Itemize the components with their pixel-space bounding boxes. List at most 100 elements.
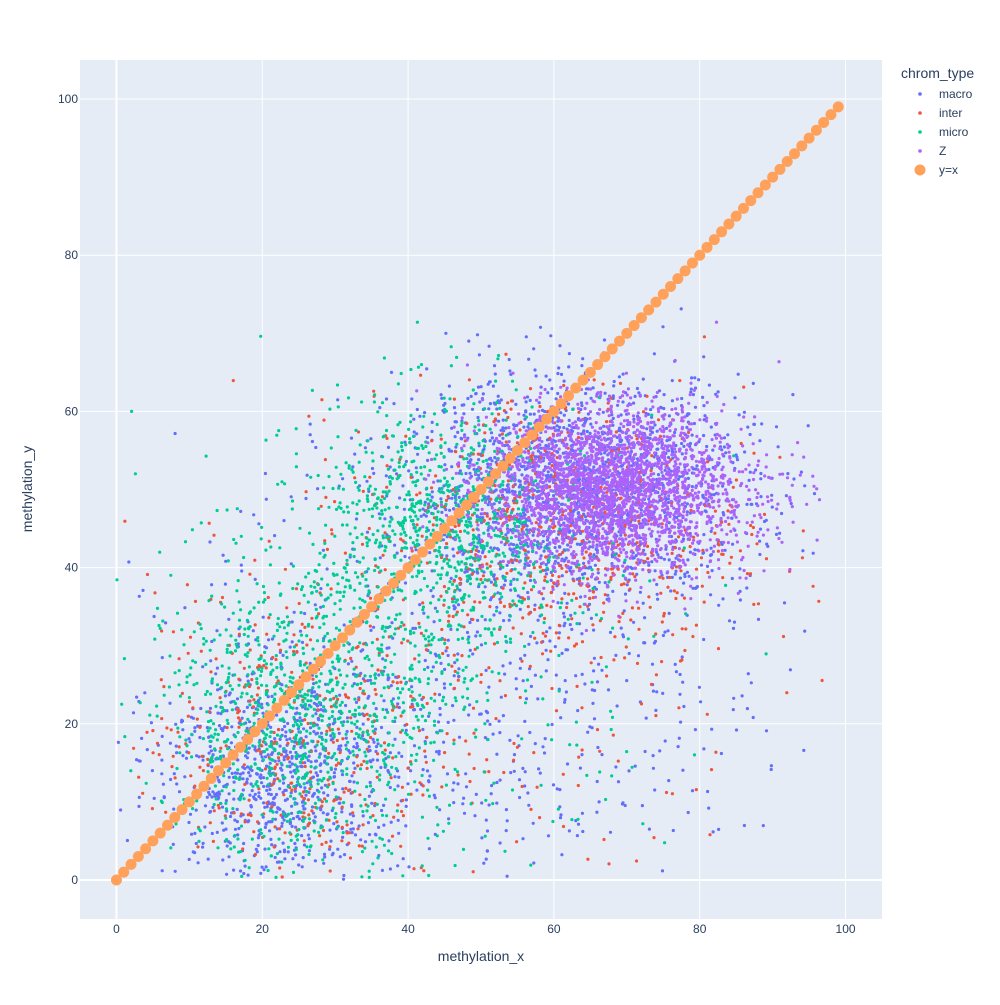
data-point bbox=[363, 679, 366, 682]
data-point bbox=[188, 858, 191, 861]
data-point bbox=[538, 401, 541, 404]
data-point bbox=[691, 587, 694, 590]
data-point bbox=[548, 626, 551, 629]
data-point bbox=[193, 832, 196, 835]
data-point bbox=[505, 572, 508, 575]
data-point bbox=[338, 747, 341, 750]
data-point bbox=[274, 856, 277, 859]
data-point bbox=[574, 674, 577, 677]
data-point bbox=[230, 741, 233, 744]
data-point bbox=[376, 638, 379, 641]
data-point bbox=[587, 608, 590, 611]
data-point bbox=[399, 681, 402, 684]
data-point bbox=[505, 510, 508, 513]
data-point bbox=[548, 378, 551, 381]
data-point bbox=[368, 833, 371, 836]
data-point bbox=[518, 600, 521, 603]
data-point bbox=[243, 763, 246, 766]
data-point bbox=[438, 752, 441, 755]
data-point bbox=[526, 591, 529, 594]
data-point bbox=[590, 397, 593, 400]
data-point bbox=[408, 508, 411, 511]
data-point bbox=[457, 603, 460, 606]
data-point bbox=[443, 455, 446, 458]
data-point bbox=[210, 795, 213, 798]
data-point bbox=[532, 493, 535, 496]
data-point bbox=[455, 443, 458, 446]
data-point bbox=[588, 725, 591, 728]
data-point bbox=[545, 375, 548, 378]
data-point bbox=[433, 569, 436, 572]
data-point bbox=[474, 634, 477, 637]
data-point bbox=[520, 660, 523, 663]
data-point bbox=[445, 542, 448, 545]
data-point bbox=[532, 751, 535, 754]
data-point bbox=[233, 811, 236, 814]
data-point bbox=[355, 742, 358, 745]
data-point bbox=[448, 385, 451, 388]
data-point bbox=[456, 652, 459, 655]
data-point bbox=[573, 644, 576, 647]
data-point bbox=[252, 513, 255, 516]
data-point bbox=[248, 573, 251, 576]
data-point bbox=[661, 325, 664, 328]
data-point bbox=[491, 670, 494, 673]
data-point bbox=[625, 679, 628, 682]
data-point bbox=[240, 564, 243, 567]
data-point bbox=[611, 424, 614, 427]
data-point bbox=[750, 533, 753, 536]
data-point bbox=[645, 717, 648, 720]
data-point bbox=[383, 741, 386, 744]
data-point bbox=[203, 825, 206, 828]
data-point bbox=[421, 425, 424, 428]
data-point bbox=[456, 492, 459, 495]
data-point bbox=[288, 737, 291, 740]
data-point bbox=[477, 442, 480, 445]
data-point bbox=[432, 665, 435, 668]
data-point bbox=[236, 708, 239, 711]
data-point bbox=[314, 859, 317, 862]
data-point bbox=[706, 565, 709, 568]
data-point bbox=[538, 816, 541, 819]
data-point bbox=[404, 534, 407, 537]
data-point bbox=[400, 810, 403, 813]
data-point bbox=[193, 785, 196, 788]
data-point bbox=[465, 457, 468, 460]
data-point bbox=[557, 429, 560, 432]
data-point bbox=[425, 526, 428, 529]
data-point bbox=[468, 472, 471, 475]
data-point bbox=[422, 869, 425, 872]
data-point bbox=[299, 630, 302, 633]
data-point bbox=[290, 789, 293, 792]
data-point bbox=[517, 594, 520, 597]
data-point bbox=[522, 679, 525, 682]
data-point bbox=[404, 435, 407, 438]
data-point bbox=[682, 445, 685, 448]
data-point bbox=[450, 665, 453, 668]
data-point bbox=[611, 716, 614, 719]
data-point bbox=[642, 641, 645, 644]
data-point bbox=[426, 498, 429, 501]
data-point bbox=[527, 605, 530, 608]
data-point bbox=[292, 817, 295, 820]
data-point bbox=[521, 465, 524, 468]
data-point bbox=[151, 807, 154, 810]
data-point bbox=[491, 412, 494, 415]
data-point bbox=[422, 784, 425, 787]
data-point bbox=[650, 560, 653, 563]
data-point bbox=[679, 673, 682, 676]
data-point bbox=[183, 775, 186, 778]
data-point bbox=[475, 793, 478, 796]
data-point bbox=[301, 641, 304, 644]
data-point bbox=[162, 685, 165, 688]
data-point bbox=[593, 717, 596, 720]
data-point bbox=[262, 664, 265, 667]
data-point bbox=[366, 531, 369, 534]
data-point bbox=[268, 788, 271, 791]
data-point bbox=[304, 497, 307, 500]
data-point bbox=[224, 694, 227, 697]
data-point bbox=[435, 516, 438, 519]
data-point bbox=[782, 635, 785, 638]
data-point bbox=[763, 520, 766, 523]
data-point bbox=[208, 752, 211, 755]
